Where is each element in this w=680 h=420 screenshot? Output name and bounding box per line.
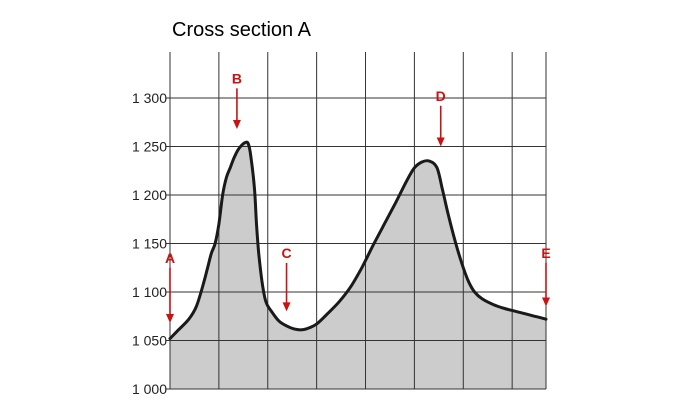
marker-c: C (281, 245, 292, 312)
marker-label: D (436, 88, 446, 104)
chart-title: Cross section A (172, 19, 311, 41)
marker-label: C (281, 245, 291, 261)
marker-e: E (541, 245, 551, 307)
marker-label: B (232, 70, 242, 86)
y-tick-label: 1 200 (132, 187, 167, 203)
y-tick-label: 1 250 (132, 139, 167, 155)
marker-b: B (232, 70, 242, 130)
marker-a: A (165, 250, 175, 324)
terrain-area (170, 142, 546, 389)
y-tick-label: 1 050 (132, 333, 167, 349)
marker-arrow-head (232, 120, 241, 130)
y-tick-label: 1 300 (132, 90, 167, 106)
marker-arrow-head (436, 137, 445, 147)
y-tick-label: 1 100 (132, 284, 167, 300)
marker-label: A (165, 250, 175, 266)
marker-d: D (436, 88, 446, 147)
terrain-profile-line (168, 140, 548, 341)
y-tick-label: 1 150 (132, 236, 167, 252)
y-tick-label: 1 000 (132, 381, 167, 397)
marker-arrow-head (542, 297, 550, 307)
marker-arrow-head (166, 314, 174, 324)
marker-label: E (541, 245, 550, 261)
marker-arrow-head (282, 302, 291, 312)
